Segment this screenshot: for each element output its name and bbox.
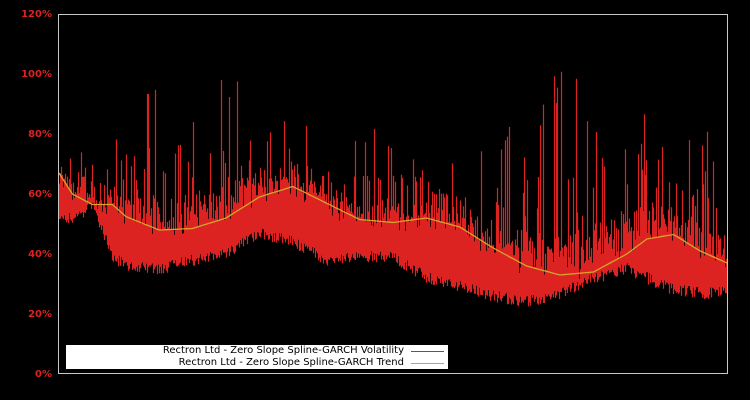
legend-label: Rectron Ltd - Zero Slope Spline-GARCH Vo… <box>162 345 404 356</box>
trend-line <box>58 172 728 276</box>
legend-label: Rectron Ltd - Zero Slope Spline-GARCH Tr… <box>178 357 404 368</box>
y-tick-label: 100% <box>21 69 52 80</box>
y-tick-label: 120% <box>21 9 52 20</box>
legend-item-trend: Rectron Ltd - Zero Slope Spline-GARCH Tr… <box>179 357 448 369</box>
y-tick-label: 40% <box>28 249 52 260</box>
legend-item-volatility: Rectron Ltd - Zero Slope Spline-GARCH Vo… <box>163 345 448 357</box>
legend-swatch-trend <box>411 362 444 364</box>
y-tick-label: 80% <box>28 129 52 140</box>
y-tick-label: 60% <box>28 189 52 200</box>
y-tick-label: 20% <box>28 309 52 320</box>
legend-swatch-volatility <box>411 350 444 352</box>
volatility-series <box>58 71 728 307</box>
legend: Rectron Ltd - Zero Slope Spline-GARCH Vo… <box>66 345 448 369</box>
y-tick-label: 0% <box>35 369 52 380</box>
volatility-bars <box>58 71 728 307</box>
